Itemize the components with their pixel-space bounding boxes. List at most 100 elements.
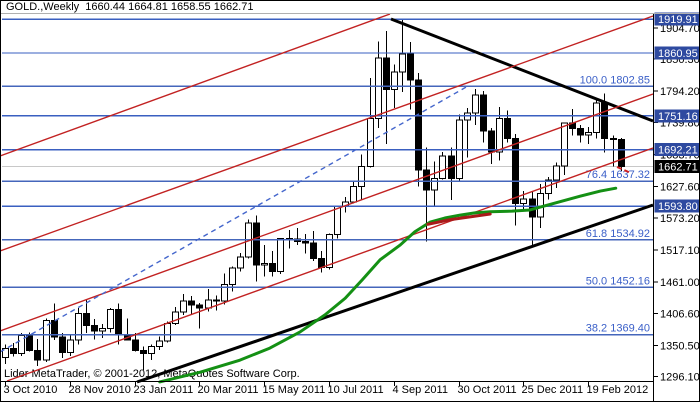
bull-candle-body — [107, 309, 114, 330]
bear-candle-body — [269, 262, 276, 272]
bear-candle-body — [383, 57, 390, 91]
bear-candle-body — [407, 53, 414, 81]
bear-candle-body — [618, 139, 625, 168]
current-price-badge — [654, 160, 700, 174]
triangle-lower-support — [136, 203, 654, 384]
candle — [358, 154, 365, 201]
bull-candle-body — [439, 155, 446, 179]
candle — [439, 152, 446, 180]
bull-candle-body — [553, 165, 560, 181]
bull-candle-body — [326, 234, 333, 268]
candle — [140, 346, 147, 370]
candle — [172, 306, 179, 326]
bull-candle-body — [99, 328, 106, 332]
bear-candle-body — [140, 349, 147, 354]
price-badge-label: 1662.71 — [658, 162, 698, 174]
bear-candle-body — [196, 304, 203, 309]
bull-candle-body — [180, 300, 187, 313]
bull-candle-body — [358, 165, 365, 187]
price-badge-label: 1751.16 — [658, 111, 698, 123]
candle — [577, 125, 584, 143]
date-label: 30 Oct 2011 — [458, 384, 517, 396]
bull-candle-body — [156, 340, 163, 347]
candle — [431, 161, 438, 206]
bear-candle-body — [10, 348, 17, 354]
candle — [488, 128, 495, 165]
bear-candle-body — [577, 128, 584, 136]
candle — [496, 106, 503, 161]
blue-dashed-trendline — [0, 85, 469, 353]
candle — [180, 294, 187, 315]
candle — [610, 135, 617, 167]
bear-candle-body — [188, 300, 195, 306]
candle — [448, 147, 455, 201]
moving-average-red-segment — [426, 212, 492, 226]
price-tick-label: 1627.60 — [660, 182, 700, 194]
candle — [399, 19, 406, 92]
candle — [253, 215, 260, 282]
bear-candle-body — [115, 309, 122, 336]
bear-candle-body — [318, 258, 325, 268]
candle — [585, 126, 592, 145]
price-arrow-group — [616, 166, 632, 174]
date-label: 25 Dec 2011 — [522, 384, 584, 396]
candle — [43, 318, 50, 362]
price-level-badge — [654, 199, 700, 213]
price-arrow — [616, 166, 632, 174]
price-badge-label: 1919.91 — [658, 14, 698, 26]
candle — [383, 31, 390, 145]
fib-label: 50.0 1452.16 — [586, 275, 650, 287]
candle — [221, 273, 228, 305]
bear-candle-body — [302, 241, 309, 244]
candle — [59, 333, 66, 358]
candle — [18, 333, 25, 357]
candle — [618, 137, 625, 172]
bull-candle-body — [148, 345, 155, 354]
bear-candle-body — [34, 349, 41, 361]
bull-candle-body — [561, 122, 568, 167]
red-channel-line-4 — [6, 147, 654, 382]
candle — [504, 110, 511, 143]
bull-candle-body — [399, 53, 406, 73]
candle — [107, 307, 114, 333]
fibonacci-retracement: 100.0 1802.85 76.4 1637.32 61.8 1534.92 50.… — [2, 74, 653, 336]
candle — [545, 176, 552, 200]
candle — [75, 307, 82, 345]
candle — [26, 332, 33, 352]
price-badge-label: 1692.21 — [658, 145, 698, 157]
candles — [2, 19, 625, 370]
price-tick-label: 1904.70 — [660, 23, 700, 35]
candle — [196, 302, 203, 329]
bull-candle-body — [2, 348, 9, 358]
red-channel-line-3 — [0, 93, 654, 332]
bull-candle-body — [431, 177, 438, 191]
bear-candle-body — [91, 325, 98, 332]
bull-candle-body — [350, 185, 357, 203]
bear-candle-body — [213, 299, 220, 302]
candle — [310, 231, 317, 261]
bull-candle-body — [391, 71, 398, 91]
bull-candle-body — [221, 283, 228, 302]
candle — [156, 336, 163, 350]
candle — [350, 181, 357, 204]
candle — [115, 303, 122, 345]
candle — [269, 251, 276, 277]
bull-candle-body — [375, 57, 382, 119]
date-label: 19 Feb 2012 — [587, 384, 649, 396]
price-level-badge — [654, 12, 700, 26]
fib-label: 100.0 1802.85 — [580, 74, 650, 86]
price-level-badge — [654, 109, 700, 123]
chart-title: GOLD.,Weekly 1660.44 1664.81 1658.55 166… — [6, 1, 254, 13]
bull-candle-body — [334, 205, 341, 236]
price-badge-label: 1860.95 — [658, 48, 698, 60]
candle — [318, 251, 325, 273]
price-tick-label: 1461.00 — [660, 277, 700, 289]
candle — [67, 335, 74, 357]
bull-candle-body — [205, 299, 212, 309]
price-tick-label: 1406.60 — [660, 308, 700, 320]
bear-candle-body — [601, 102, 608, 139]
candle — [132, 333, 139, 352]
bull-candle-body — [472, 94, 479, 114]
candle — [164, 321, 171, 343]
